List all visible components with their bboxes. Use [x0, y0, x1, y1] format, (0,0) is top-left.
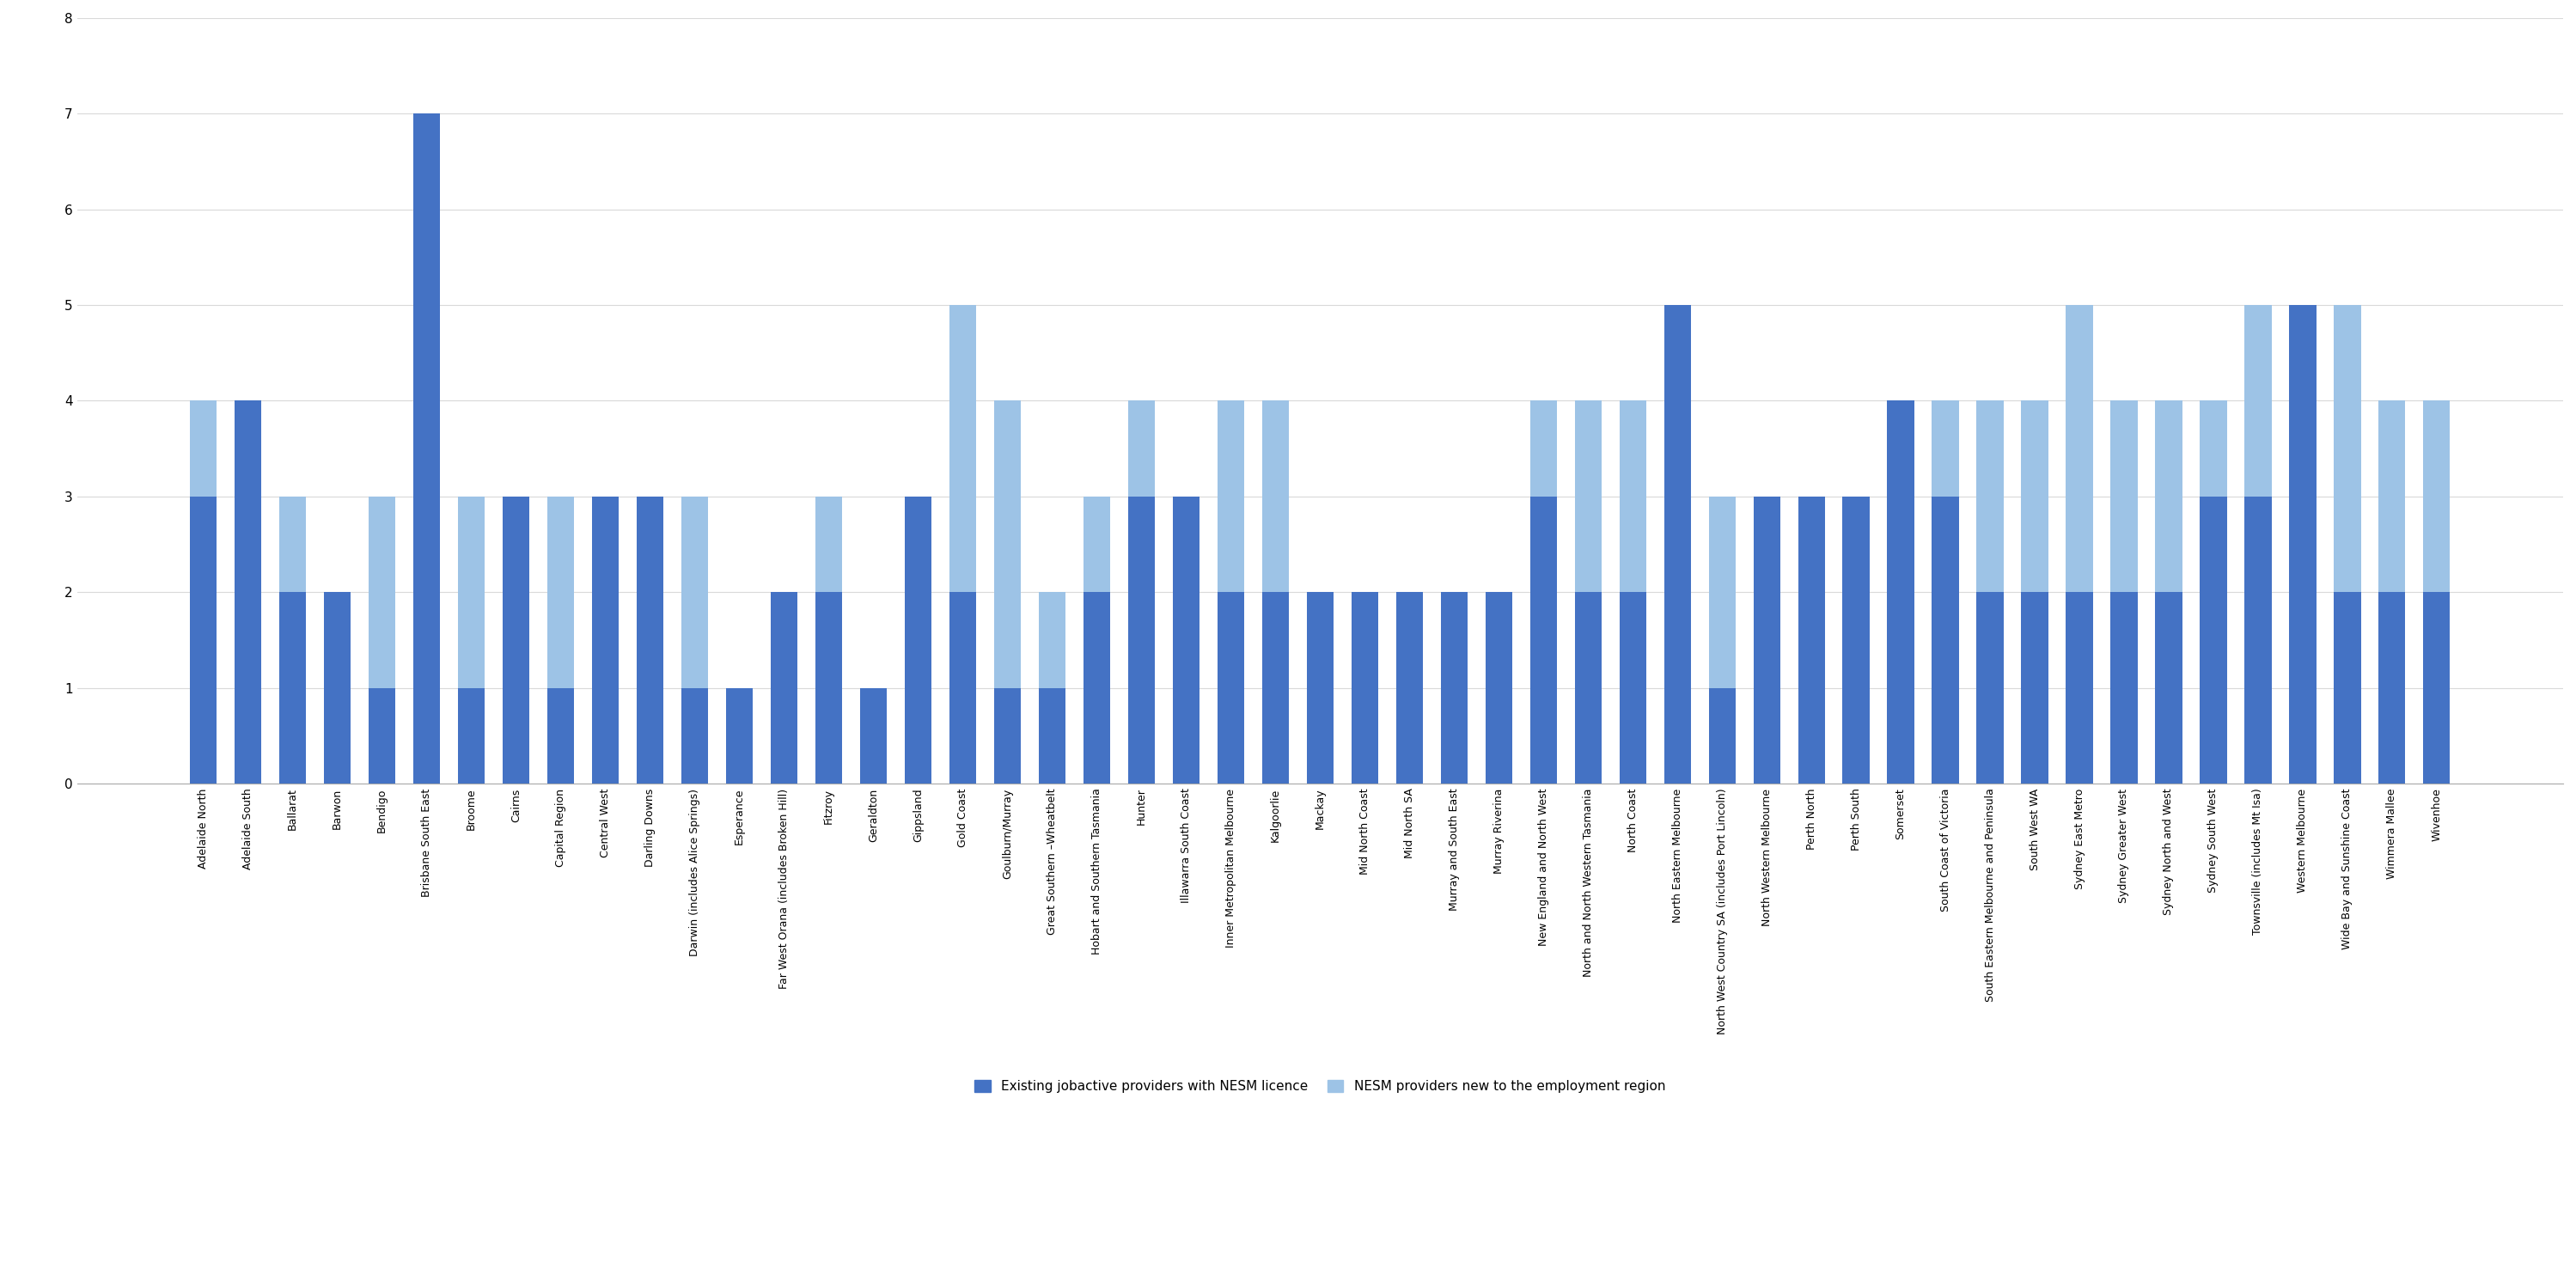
Bar	[994, 401, 1020, 688]
Bar	[1440, 592, 1468, 784]
Bar	[368, 497, 397, 688]
Bar	[2244, 497, 2272, 784]
Bar	[1306, 592, 1334, 784]
Bar	[2156, 401, 2182, 592]
Bar	[1486, 592, 1512, 784]
Bar	[325, 592, 350, 784]
Bar	[1172, 497, 1200, 784]
Bar	[1128, 497, 1154, 784]
Bar	[1038, 592, 1066, 688]
Bar	[1976, 401, 2004, 592]
Bar	[1620, 592, 1646, 784]
Bar	[1218, 592, 1244, 784]
Bar	[278, 497, 307, 592]
Bar	[459, 688, 484, 784]
Bar	[1708, 497, 1736, 688]
Bar	[1574, 592, 1602, 784]
Bar	[459, 497, 484, 688]
Bar	[368, 688, 397, 784]
Bar	[1218, 401, 1244, 592]
Bar	[1262, 592, 1288, 784]
Bar	[502, 497, 531, 784]
Bar	[994, 688, 1020, 784]
Bar	[592, 497, 618, 784]
Bar	[546, 688, 574, 784]
Bar	[234, 401, 260, 784]
Bar	[1352, 592, 1378, 784]
Bar	[2110, 401, 2138, 592]
Bar	[1262, 401, 1288, 592]
Bar	[1932, 497, 1958, 784]
Bar	[1574, 401, 1602, 592]
Bar	[2022, 401, 2048, 592]
Bar	[860, 688, 886, 784]
Bar	[1128, 401, 1154, 497]
Bar	[1530, 401, 1556, 497]
Bar	[770, 592, 799, 784]
Bar	[2110, 592, 2138, 784]
Bar	[1038, 688, 1066, 784]
Bar	[2200, 401, 2226, 497]
Bar	[2378, 592, 2406, 784]
Bar	[1842, 497, 1870, 784]
Bar	[1664, 305, 1690, 784]
Bar	[951, 305, 976, 592]
Bar	[814, 592, 842, 784]
Bar	[1084, 497, 1110, 592]
Bar	[191, 497, 216, 784]
Bar	[2200, 497, 2226, 784]
Bar	[2424, 401, 2450, 592]
Bar	[680, 497, 708, 688]
Bar	[1976, 592, 2004, 784]
Bar	[1888, 401, 1914, 784]
Bar	[2290, 305, 2316, 784]
Bar	[2022, 592, 2048, 784]
Bar	[2066, 305, 2092, 592]
Bar	[726, 688, 752, 784]
Bar	[680, 688, 708, 784]
Bar	[2334, 305, 2360, 592]
Bar	[2156, 592, 2182, 784]
Bar	[2424, 592, 2450, 784]
Bar	[1084, 592, 1110, 784]
Bar	[1932, 401, 1958, 497]
Bar	[1798, 497, 1824, 784]
Bar	[951, 592, 976, 784]
Bar	[1530, 497, 1556, 784]
Bar	[412, 114, 440, 784]
Legend: Existing jobactive providers with NESM licence, NESM providers new to the employ: Existing jobactive providers with NESM l…	[969, 1075, 1672, 1099]
Bar	[904, 497, 933, 784]
Bar	[814, 497, 842, 592]
Bar	[2378, 401, 2406, 592]
Bar	[1708, 688, 1736, 784]
Bar	[1396, 592, 1422, 784]
Bar	[191, 401, 216, 497]
Bar	[278, 592, 307, 784]
Bar	[2334, 592, 2360, 784]
Bar	[546, 497, 574, 688]
Bar	[2066, 592, 2092, 784]
Bar	[636, 497, 665, 784]
Bar	[2244, 305, 2272, 497]
Bar	[1754, 497, 1780, 784]
Bar	[1620, 401, 1646, 592]
